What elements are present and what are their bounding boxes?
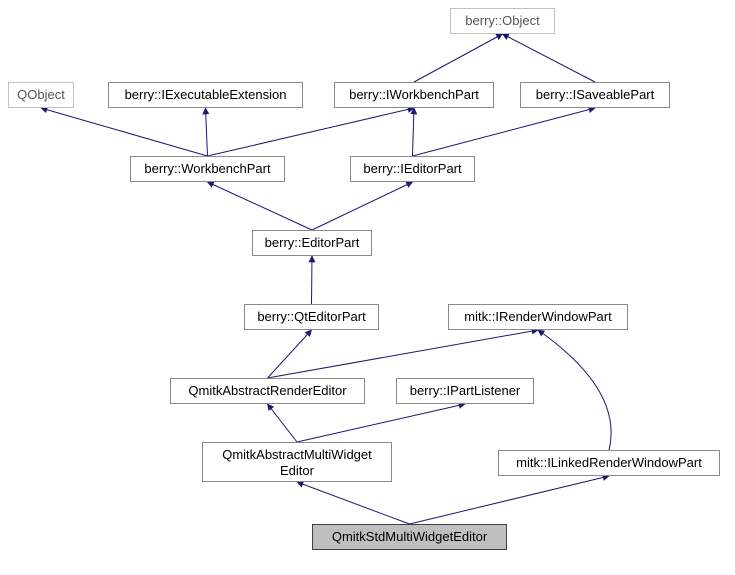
node-label: berry::QtEditorPart	[257, 309, 365, 324]
edge-wbpart-to-iwbpart	[208, 108, 415, 156]
edge-editorpart-to-wbpart	[208, 182, 313, 230]
node-irender[interactable]: mitk::IRenderWindowPart	[448, 304, 628, 330]
edge-wbpart-to-qobject	[41, 108, 208, 156]
edge-absmulti-to-ipartlistener	[297, 404, 465, 442]
node-editorpart[interactable]: berry::EditorPart	[252, 230, 372, 256]
node-label: berry::IPartListener	[410, 383, 521, 398]
node-label: berry::IWorkbenchPart	[349, 87, 479, 102]
node-label: QObject	[17, 87, 65, 102]
inheritance-diagram: berry::ObjectQObject berry::IExecutableEx…	[0, 0, 735, 575]
node-label: berry::IEditorPart	[363, 161, 461, 176]
edge-editorpart-to-ieditor	[312, 182, 413, 230]
edge-ilinked-to-irender	[538, 330, 611, 450]
node-stdmulti[interactable]: QmitkStdMultiWidgetEditor	[312, 524, 507, 550]
node-absrender[interactable]: QmitkAbstractRenderEditor	[170, 378, 365, 404]
node-label: berry::Object	[465, 13, 539, 28]
node-ipartlistener[interactable]: berry::IPartListener	[396, 378, 534, 404]
edge-isave-to-object	[503, 34, 596, 82]
node-label: berry::IExecutableExtension	[125, 87, 287, 102]
node-object[interactable]: berry::Object	[450, 8, 555, 34]
node-ilinked[interactable]: mitk::ILinkedRenderWindowPart	[498, 450, 720, 476]
node-ieditor[interactable]: berry::IEditorPart	[350, 156, 475, 182]
edge-qteditor-to-editorpart	[312, 256, 313, 304]
node-iwbpart[interactable]: berry::IWorkbenchPart	[334, 82, 494, 108]
edge-stdmulti-to-ilinked	[410, 476, 610, 524]
edge-ieditor-to-iwbpart	[413, 108, 415, 156]
edge-absrender-to-qteditor	[268, 330, 312, 378]
node-absmulti[interactable]: QmitkAbstractMultiWidget Editor	[202, 442, 392, 482]
edge-iwbpart-to-object	[414, 34, 503, 82]
node-label: QmitkAbstractRenderEditor	[188, 383, 346, 398]
node-label: mitk::IRenderWindowPart	[464, 309, 611, 324]
node-label: QmitkStdMultiWidgetEditor	[332, 529, 487, 544]
node-label: berry::WorkbenchPart	[144, 161, 270, 176]
edge-absrender-to-irender	[268, 330, 539, 378]
node-qobject[interactable]: QObject	[8, 82, 74, 108]
node-label: berry::EditorPart	[265, 235, 360, 250]
node-label: mitk::ILinkedRenderWindowPart	[516, 455, 702, 470]
node-label: QmitkAbstractMultiWidget Editor	[222, 447, 372, 478]
edge-wbpart-to-iexec	[206, 108, 208, 156]
node-label: berry::ISaveablePart	[536, 87, 655, 102]
edge-ieditor-to-isave	[413, 108, 596, 156]
edge-stdmulti-to-absmulti	[297, 482, 410, 524]
node-isave[interactable]: berry::ISaveablePart	[520, 82, 670, 108]
node-iexec[interactable]: berry::IExecutableExtension	[108, 82, 303, 108]
edge-absmulti-to-absrender	[268, 404, 298, 442]
node-wbpart[interactable]: berry::WorkbenchPart	[130, 156, 285, 182]
node-qteditor[interactable]: berry::QtEditorPart	[244, 304, 379, 330]
